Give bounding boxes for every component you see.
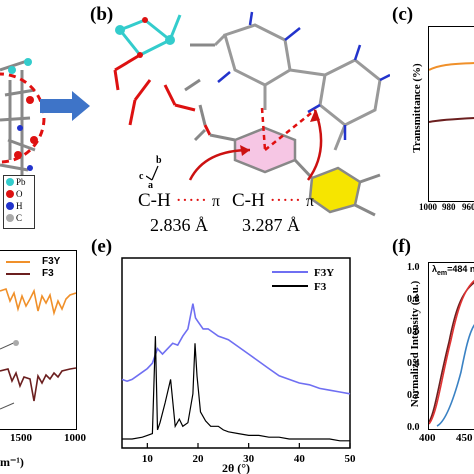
panel-d-xtick-1500: 1500	[10, 432, 32, 444]
crystal-structure-fragment	[0, 58, 36, 175]
panel-e-legend-f3y: F3Y	[314, 267, 334, 279]
interaction-1: C-H ····· π	[138, 190, 220, 212]
axis-a-label: a	[148, 180, 153, 191]
panel-e-series-f3y	[121, 303, 351, 395]
panel-a-structure	[0, 58, 46, 175]
panel-c-xtick-1000: 1000	[419, 202, 437, 212]
interaction-1-label: C-H	[138, 190, 171, 211]
panel-f-annotation: λem=484 nm	[432, 264, 474, 277]
panel-f-blue-curve	[436, 324, 474, 427]
panel-f-annotation-value: =484 nm	[447, 264, 474, 274]
panel-c-curves	[429, 62, 474, 123]
interaction-2-label: C-H	[232, 190, 265, 211]
interaction-1-pi: π	[211, 193, 220, 210]
panel-f-ytick-0.8: 0.8	[407, 294, 420, 305]
panel-c-plot-frame	[428, 26, 474, 202]
panel-e-xtick-20: 20	[193, 453, 205, 465]
panel-label-e: (e)	[91, 236, 113, 257]
panel-f-annotation-lambda: λ	[432, 264, 438, 274]
interaction-1-distance: 2.836 Å	[150, 215, 208, 235]
panel-label-f: (f)	[392, 236, 411, 257]
axes-indicator-icon	[146, 165, 159, 181]
panel-d-xlabel: m⁻¹)	[0, 455, 24, 469]
panel-c-orange-curve	[429, 62, 474, 71]
panel-f-ytick-1.0: 1.0	[407, 262, 420, 273]
legend-dot-o	[6, 190, 14, 198]
panel-d-curves	[0, 287, 76, 410]
highlight-circle	[0, 72, 46, 164]
axis-b-label: b	[156, 155, 162, 166]
panel-f-ytick-0.2: 0.2	[407, 390, 420, 401]
panel-e-xtick-40: 40	[294, 453, 306, 465]
panel-e-series-f3	[122, 336, 350, 442]
panel-c-xtick-960: 960	[462, 202, 474, 212]
panel-e-xtick-50: 50	[345, 453, 357, 465]
panel-d-plot-frame	[0, 250, 77, 430]
panel-label-c: (c)	[392, 4, 414, 25]
panel-c-xtick-980: 980	[442, 202, 456, 212]
axis-c-label: c	[139, 171, 144, 182]
panel-e-legend-f3: F3	[314, 281, 327, 293]
panel-d-f3y-curve	[0, 287, 76, 316]
panel-f-plot-frame	[428, 262, 474, 430]
legend-dot-h	[6, 202, 14, 210]
panel-f-ytick-0.4: 0.4	[407, 358, 420, 369]
panel-c-ylabel: Transmittance (%)	[411, 63, 423, 153]
panel-f-annotation-sub: em	[437, 269, 448, 277]
panel-f-xtick-400: 400	[419, 432, 436, 444]
panel-d-legend: F3Y F3	[16, 256, 60, 280]
panel-d-f3-curve	[0, 367, 76, 402]
interaction-2-pi: π	[305, 193, 314, 210]
panel-d-legend-lines	[6, 261, 30, 275]
panel-b-molecule	[113, 11, 390, 217]
legend-label-c: C	[16, 213, 23, 223]
panel-e-xtick-30: 30	[243, 453, 255, 465]
yellow-aromatic-ring	[308, 166, 362, 214]
element-legend: Pb O H C	[3, 175, 35, 229]
panel-d-xtick-1000: 1000	[64, 432, 86, 444]
panel-f-ytick-0.6: 0.6	[407, 326, 420, 337]
panel-f-red-curve	[429, 279, 474, 425]
panel-d-legend-f3y: F3Y	[42, 256, 61, 267]
legend-label-pb: Pb	[16, 177, 26, 187]
legend-label-o: O	[16, 189, 23, 199]
panel-e-xlabel: 2θ (°)	[222, 461, 250, 474]
panel-f-curves	[429, 279, 474, 427]
panel-e-plot-frame	[121, 257, 351, 449]
panel-d-legend-f3: F3	[42, 268, 54, 279]
legend-label-h: H	[16, 201, 23, 211]
arrow-right-icon	[40, 91, 90, 121]
panel-c-brown-curve	[429, 117, 474, 123]
interaction-2-dots: ·····	[269, 190, 302, 211]
interaction-2-distance: 3.287 Å	[242, 215, 300, 235]
legend-dot-c	[6, 214, 14, 222]
interaction-1-dots: ·····	[175, 190, 208, 211]
interaction-2: C-H ····· π	[232, 190, 314, 212]
panel-f-xtick-450: 450	[456, 432, 473, 444]
legend-dot-pb	[6, 178, 14, 186]
panel-label-b: (b)	[90, 4, 114, 25]
panel-f-ytick-0.0: 0.0	[407, 422, 420, 433]
panel-e-xtick-10: 10	[142, 453, 154, 465]
